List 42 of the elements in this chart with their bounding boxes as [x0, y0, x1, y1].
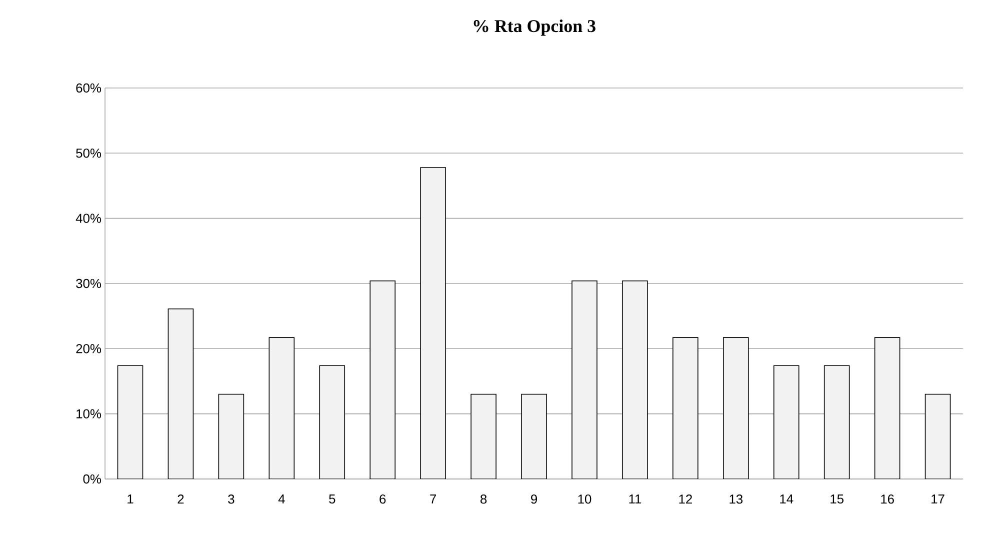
- x-tick-label: 16: [881, 494, 894, 504]
- x-tick-label: 17: [932, 494, 944, 504]
- y-tick-label: 0%: [83, 474, 102, 484]
- y-tick-label: 40%: [76, 214, 102, 223]
- bar: [824, 365, 850, 479]
- y-tick-label: 50%: [76, 148, 102, 158]
- x-tick-label: 15: [830, 494, 844, 504]
- bar: [370, 280, 396, 479]
- bar: [672, 337, 698, 479]
- x-tick-label: 9: [531, 494, 537, 504]
- y-tick-label: 60%: [76, 83, 102, 93]
- x-tick-label: 10: [578, 494, 592, 504]
- bar: [268, 337, 295, 479]
- x-tick-label: 1: [128, 494, 134, 504]
- x-tick-label: 13: [730, 494, 743, 504]
- x-tick-label: 14: [780, 494, 794, 504]
- x-tick-label: 12: [679, 494, 692, 504]
- x-tick-label: 4: [278, 494, 285, 504]
- x-tick-label: 2: [178, 494, 184, 504]
- bar: [218, 394, 244, 479]
- bar: [470, 394, 496, 479]
- bar: [168, 308, 194, 479]
- bar: [521, 394, 547, 479]
- bar: [874, 337, 900, 479]
- bar: [420, 167, 446, 479]
- x-tick-label: 5: [329, 494, 336, 504]
- bar: [622, 280, 648, 479]
- bar: [117, 365, 144, 479]
- chart-title: % Rta Opcion 3: [474, 20, 596, 36]
- bar: [572, 280, 598, 479]
- x-tick-label: 7: [430, 494, 436, 504]
- x-tick-label: 8: [480, 494, 487, 504]
- bar: [773, 365, 800, 479]
- y-tick-label: 20%: [76, 344, 102, 354]
- y-tick-label: 10%: [76, 409, 102, 418]
- x-tick-label: 11: [629, 494, 642, 504]
- x-tick-label: 6: [380, 494, 386, 504]
- y-tick-label: 30%: [76, 278, 102, 288]
- bar: [924, 394, 951, 479]
- bar: [722, 337, 749, 479]
- x-tick-label: 3: [228, 494, 234, 504]
- bar: [319, 365, 346, 479]
